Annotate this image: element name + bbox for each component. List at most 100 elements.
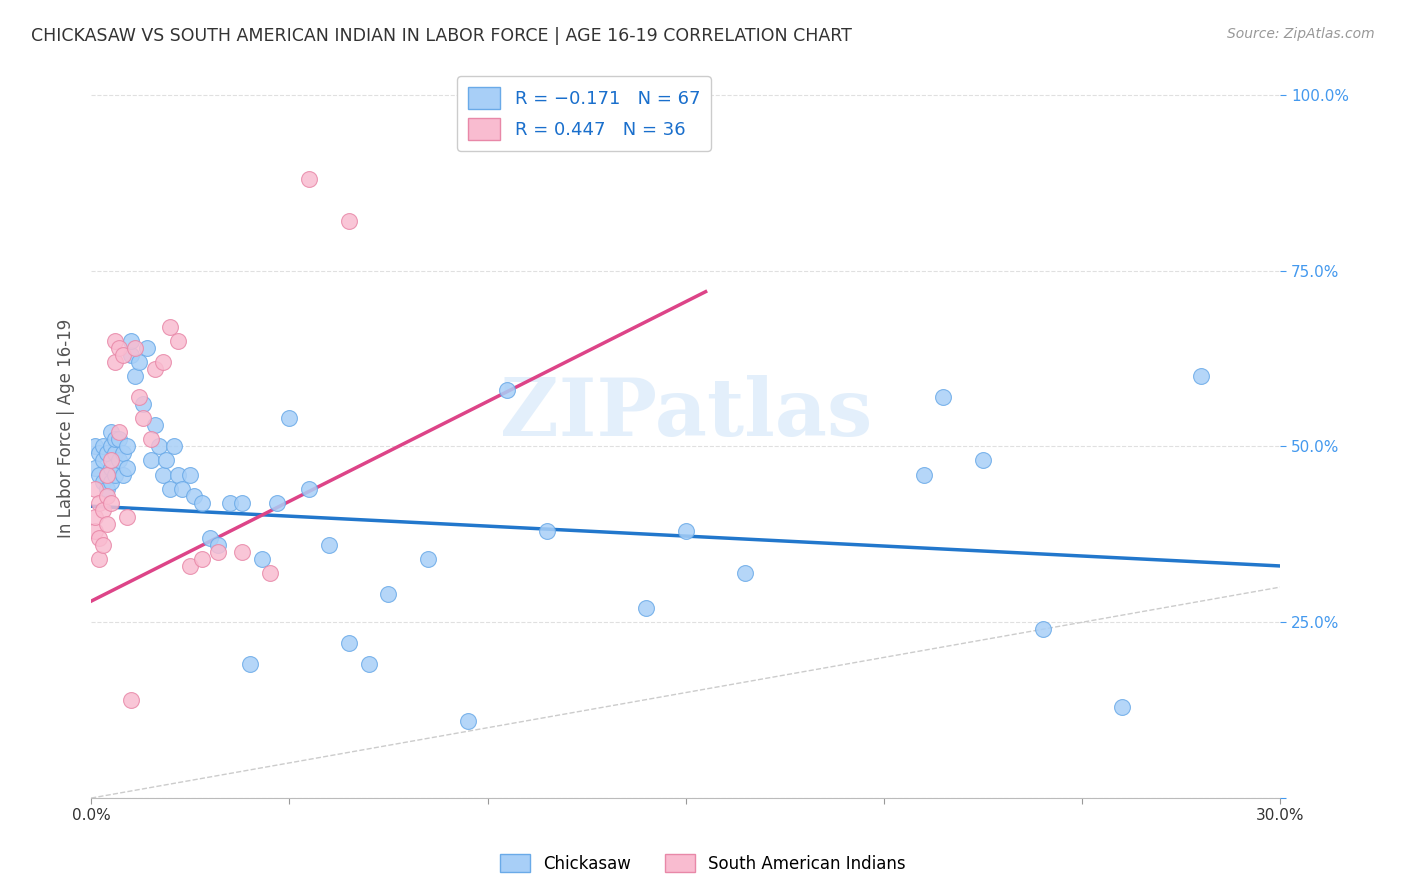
Point [416, 552, 439, 566]
Point [91, 502, 114, 516]
Text: Source: ZipAtlas.com: Source: ZipAtlas.com [1227, 27, 1375, 41]
Point [191, 496, 214, 510]
Point [675, 524, 697, 538]
Point [108, 433, 131, 447]
Point [87, 496, 110, 510]
Legend: Chickasaw, South American Indians: Chickasaw, South American Indians [494, 847, 912, 880]
Point [1032, 622, 1054, 636]
Point [148, 439, 170, 453]
Point [159, 319, 181, 334]
Point [131, 411, 153, 425]
Point [87, 552, 110, 566]
Point [298, 172, 321, 186]
Point [100, 460, 122, 475]
Point [108, 425, 131, 440]
Point [219, 496, 242, 510]
Point [84, 460, 107, 475]
Point [457, 714, 479, 728]
Point [120, 334, 142, 348]
Point [734, 566, 756, 580]
Point [115, 439, 138, 453]
Text: CHICKASAW VS SOUTH AMERICAN INDIAN IN LABOR FORCE | AGE 16-19 CORRELATION CHART: CHICKASAW VS SOUTH AMERICAN INDIAN IN LA… [31, 27, 852, 45]
Point [96, 482, 118, 496]
Point [111, 348, 134, 362]
Point [87, 467, 110, 482]
Point [139, 433, 162, 447]
Point [91, 538, 114, 552]
Point [207, 538, 229, 552]
Point [100, 475, 122, 489]
Point [278, 411, 301, 425]
Point [337, 214, 360, 228]
Point [172, 482, 194, 496]
Point [636, 601, 658, 615]
Point [152, 355, 174, 369]
Point [159, 482, 181, 496]
Point [124, 369, 146, 384]
Point [357, 657, 380, 672]
Point [96, 467, 118, 482]
Point [100, 496, 122, 510]
Point [131, 397, 153, 411]
Point [104, 467, 127, 482]
Point [115, 460, 138, 475]
Point [96, 446, 118, 460]
Point [143, 362, 166, 376]
Point [183, 489, 205, 503]
Point [231, 496, 253, 510]
Point [120, 348, 142, 362]
Point [96, 489, 118, 503]
Legend: R = −0.171   N = 67, R = 0.447   N = 36: R = −0.171 N = 67, R = 0.447 N = 36 [457, 76, 711, 151]
Point [128, 355, 150, 369]
Point [614, 91, 637, 105]
Y-axis label: In Labor Force | Age 16-19: In Labor Force | Age 16-19 [58, 319, 75, 539]
Point [84, 509, 107, 524]
Point [377, 587, 399, 601]
Point [266, 496, 288, 510]
Point [191, 552, 214, 566]
Point [104, 355, 127, 369]
Point [298, 482, 321, 496]
Point [167, 334, 190, 348]
Point [84, 524, 107, 538]
Point [87, 531, 110, 545]
Point [932, 390, 955, 404]
Point [163, 439, 186, 453]
Point [259, 566, 281, 580]
Point [231, 545, 253, 559]
Point [128, 390, 150, 404]
Point [120, 692, 142, 706]
Point [250, 552, 273, 566]
Point [1189, 369, 1212, 384]
Point [139, 453, 162, 467]
Point [239, 657, 262, 672]
Point [198, 531, 221, 545]
Point [91, 439, 114, 453]
Point [87, 446, 110, 460]
Point [111, 446, 134, 460]
Point [104, 446, 127, 460]
Point [124, 341, 146, 355]
Point [337, 636, 360, 650]
Point [100, 439, 122, 453]
Point [155, 453, 177, 467]
Point [84, 439, 107, 453]
Point [104, 433, 127, 447]
Point [179, 559, 201, 574]
Point [318, 538, 340, 552]
Point [91, 475, 114, 489]
Point [100, 453, 122, 467]
Point [912, 467, 935, 482]
Point [96, 467, 118, 482]
Point [104, 334, 127, 348]
Point [972, 453, 994, 467]
Point [111, 467, 134, 482]
Point [167, 467, 190, 482]
Point [115, 509, 138, 524]
Point [108, 453, 131, 467]
Text: ZIPatlas: ZIPatlas [499, 375, 872, 453]
Point [152, 467, 174, 482]
Point [536, 524, 558, 538]
Point [1111, 699, 1133, 714]
Point [143, 418, 166, 433]
